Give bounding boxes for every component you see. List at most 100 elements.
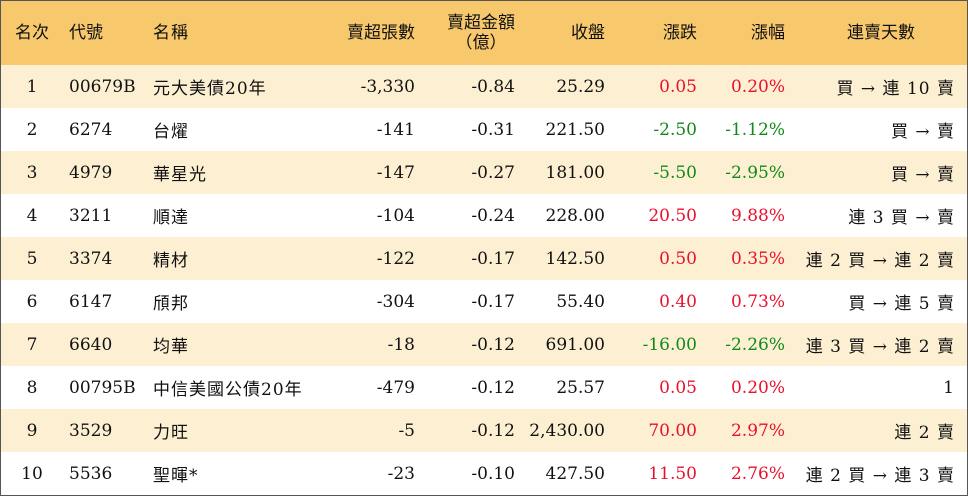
change-pct-cell: 0.20% [707,65,795,108]
table-row: 10 5536 聖暉* -23 -0.10 427.50 11.50 2.76% 連 2 買 →… [1,452,967,495]
net-sell-amount-cell: -0.12 [425,366,525,409]
close-price-cell: 427.50 [525,452,615,495]
rank-cell: 10 [1,452,63,495]
sell-streak-cell: 連 3 買 → 賣 [795,194,967,237]
stock-code-cell: 00795B [63,366,147,409]
close-price-cell: 142.50 [525,237,615,280]
stock-name-cell: 均華 [147,323,319,366]
sell-streak-cell: 1 [795,366,967,409]
stock-code-cell: 3529 [63,409,147,452]
stock-code-cell: 5536 [63,452,147,495]
rank-cell: 4 [1,194,63,237]
stock-name-cell: 精材 [147,237,319,280]
change-pct-cell: -2.95% [707,151,795,194]
stock-code-cell: 3374 [63,237,147,280]
sell-streak-cell: 買 → 連 10 賣 [795,65,967,108]
change-pct-cell: 0.20% [707,366,795,409]
price-change-cell: 0.05 [615,65,707,108]
net-sell-lots-cell: -304 [319,280,425,323]
stock-code-cell: 6147 [63,280,147,323]
sell-streak-cell: 連 2 買 → 連 2 賣 [795,237,967,280]
stock-name-cell: 聖暉* [147,452,319,495]
close-price-cell: 25.29 [525,65,615,108]
net-sell-amount-cell: -0.84 [425,65,525,108]
table-row: 8 00795B 中信美國公債20年 -479 -0.12 25.57 0.05 0.20% 1 [1,366,967,409]
stock-name-cell: 中信美國公債20年 [147,366,319,409]
price-change-cell: -5.50 [615,151,707,194]
stock-code-cell: 6274 [63,108,147,151]
price-change-cell: 0.40 [615,280,707,323]
table-row: 5 3374 精材 -122 -0.17 142.50 0.50 0.35% 連 2 買 → 連… [1,237,967,280]
header-change: 漲跌 [615,1,707,65]
rank-cell: 3 [1,151,63,194]
price-change-cell: 20.50 [615,194,707,237]
net-sell-lots-cell: -23 [319,452,425,495]
table-row: 3 4979 華星光 -147 -0.27 181.00 -5.50 -2.95% 買 → 賣 [1,151,967,194]
net-sell-lots-cell: -147 [319,151,425,194]
net-sell-lots-cell: -104 [319,194,425,237]
close-price-cell: 228.00 [525,194,615,237]
net-sell-lots-cell: -479 [319,366,425,409]
change-pct-cell: 2.76% [707,452,795,495]
rank-cell: 8 [1,366,63,409]
price-change-cell: -16.00 [615,323,707,366]
header-net-sell-amount: 賣超金額 （億） [425,1,525,65]
net-sell-amount-cell: -0.12 [425,409,525,452]
header-net-sell-amount-line1: 賣超金額 [447,13,515,33]
price-change-cell: 0.50 [615,237,707,280]
header-net-sell-amount-line2: （億） [455,33,507,53]
change-pct-cell: -1.12% [707,108,795,151]
table-row: 6 6147 頎邦 -304 -0.17 55.40 0.40 0.73% 買 → 連 5 賣 [1,280,967,323]
stock-name-cell: 元大美債20年 [147,65,319,108]
table-row: 7 6640 均華 -18 -0.12 691.00 -16.00 -2.26% 連 3 買 →… [1,323,967,366]
sell-streak-cell: 連 2 賣 [795,409,967,452]
header-close: 收盤 [525,1,615,65]
stock-code-cell: 00679B [63,65,147,108]
close-price-cell: 691.00 [525,323,615,366]
change-pct-cell: 9.88% [707,194,795,237]
change-pct-cell: -2.26% [707,323,795,366]
rank-cell: 5 [1,237,63,280]
net-sell-amount-cell: -0.27 [425,151,525,194]
close-price-cell: 181.00 [525,151,615,194]
table-row: 4 3211 順達 -104 -0.24 228.00 20.50 9.88% 連 3 買 → … [1,194,967,237]
sell-streak-cell: 買 → 賣 [795,108,967,151]
close-price-cell: 25.57 [525,366,615,409]
table-row: 9 3529 力旺 -5 -0.12 2,430.00 70.00 2.97% 連 2 賣 [1,409,967,452]
change-pct-cell: 0.35% [707,237,795,280]
stock-code-cell: 3211 [63,194,147,237]
sell-streak-cell: 連 3 買 → 連 2 賣 [795,323,967,366]
stock-name-cell: 順達 [147,194,319,237]
net-sell-lots-cell: -5 [319,409,425,452]
stock-name-cell: 華星光 [147,151,319,194]
price-change-cell: 0.05 [615,366,707,409]
stock-code-cell: 4979 [63,151,147,194]
header-streak: 連賣天數 [795,1,967,65]
header-rank: 名次 [1,1,63,65]
price-change-cell: -2.50 [615,108,707,151]
change-pct-cell: 2.97% [707,409,795,452]
close-price-cell: 55.40 [525,280,615,323]
stock-name-cell: 力旺 [147,409,319,452]
header-code: 代號 [63,1,147,65]
table-row: 2 6274 台燿 -141 -0.31 221.50 -2.50 -1.12% 買 → 賣 [1,108,967,151]
rank-cell: 2 [1,108,63,151]
header-row: 名次 代號 名稱 賣超張數 賣超金額 （億） 收盤 漲跌 漲幅 連賣天數 [1,1,967,65]
net-sell-amount-cell: -0.12 [425,323,525,366]
rank-cell: 6 [1,280,63,323]
stock-name-cell: 台燿 [147,108,319,151]
net-sell-amount-cell: -0.10 [425,452,525,495]
net-sell-amount-cell: -0.24 [425,194,525,237]
sell-streak-cell: 買 → 連 5 賣 [795,280,967,323]
net-sell-amount-cell: -0.17 [425,280,525,323]
close-price-cell: 2,430.00 [525,409,615,452]
change-pct-cell: 0.73% [707,280,795,323]
net-sell-lots-cell: -18 [319,323,425,366]
net-sell-lots-cell: -122 [319,237,425,280]
table-body: 1 00679B 元大美債20年 -3,330 -0.84 25.29 0.05 0.20% 買… [1,65,967,495]
close-price-cell: 221.50 [525,108,615,151]
rank-cell: 9 [1,409,63,452]
rank-cell: 1 [1,65,63,108]
